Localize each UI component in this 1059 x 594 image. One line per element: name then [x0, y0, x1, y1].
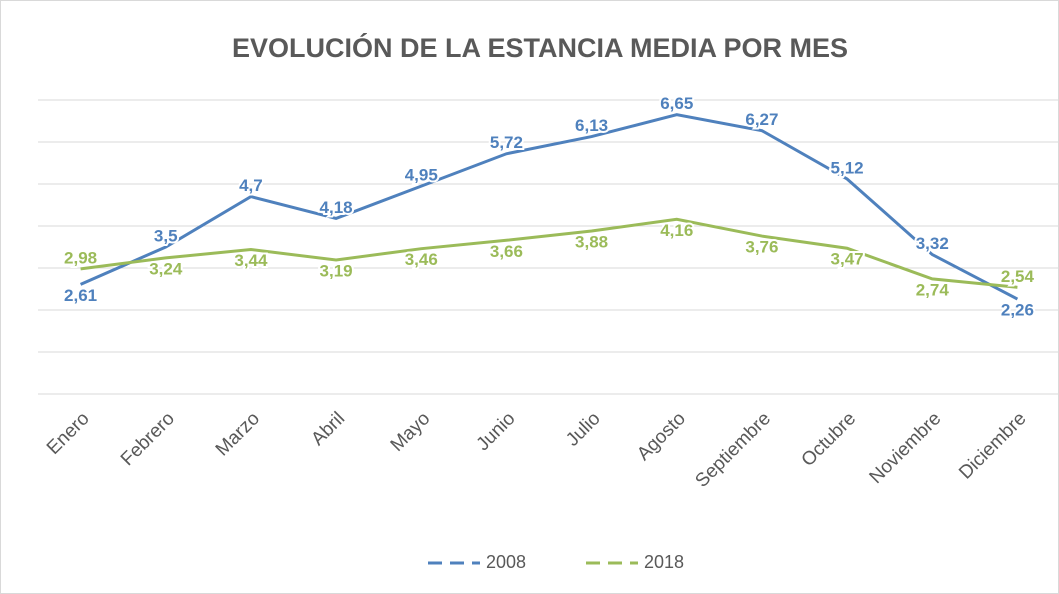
chart-title: EVOLUCIÓN DE LA ESTANCIA MEDIA POR MES [232, 32, 848, 63]
data-label: 3,47 [831, 250, 864, 269]
data-label: 2,74 [916, 280, 950, 299]
data-label: 3,5 [154, 226, 178, 245]
data-label: 3,44 [234, 251, 268, 270]
data-label: 2,26 [1001, 301, 1034, 320]
data-label: 3,66 [490, 242, 523, 261]
data-label: 4,18 [320, 198, 353, 217]
legend-label: 2008 [486, 552, 526, 572]
data-label: 6,65 [660, 94, 693, 113]
data-label: 3,88 [575, 233, 608, 252]
data-label: 3,19 [320, 262, 353, 281]
data-label: 6,27 [745, 110, 778, 129]
data-label: 5,72 [490, 133, 523, 152]
data-label: 3,24 [149, 259, 183, 278]
data-label: 2,54 [1001, 267, 1035, 286]
line [79, 113, 1019, 301]
data-label: 3,76 [745, 238, 778, 257]
line [80, 217, 1018, 289]
data-label: 4,16 [660, 221, 693, 240]
data-label: 4,95 [405, 166, 438, 185]
data-label: 2,61 [64, 286, 97, 305]
data-label: 3,46 [405, 250, 438, 269]
legend-label: 2018 [644, 552, 684, 572]
data-label: 5,12 [831, 158, 864, 177]
data-label: 4,7 [239, 176, 263, 195]
data-label: 3,32 [916, 234, 949, 253]
data-label: 2,98 [64, 248, 97, 267]
data-label: 6,13 [575, 116, 608, 135]
